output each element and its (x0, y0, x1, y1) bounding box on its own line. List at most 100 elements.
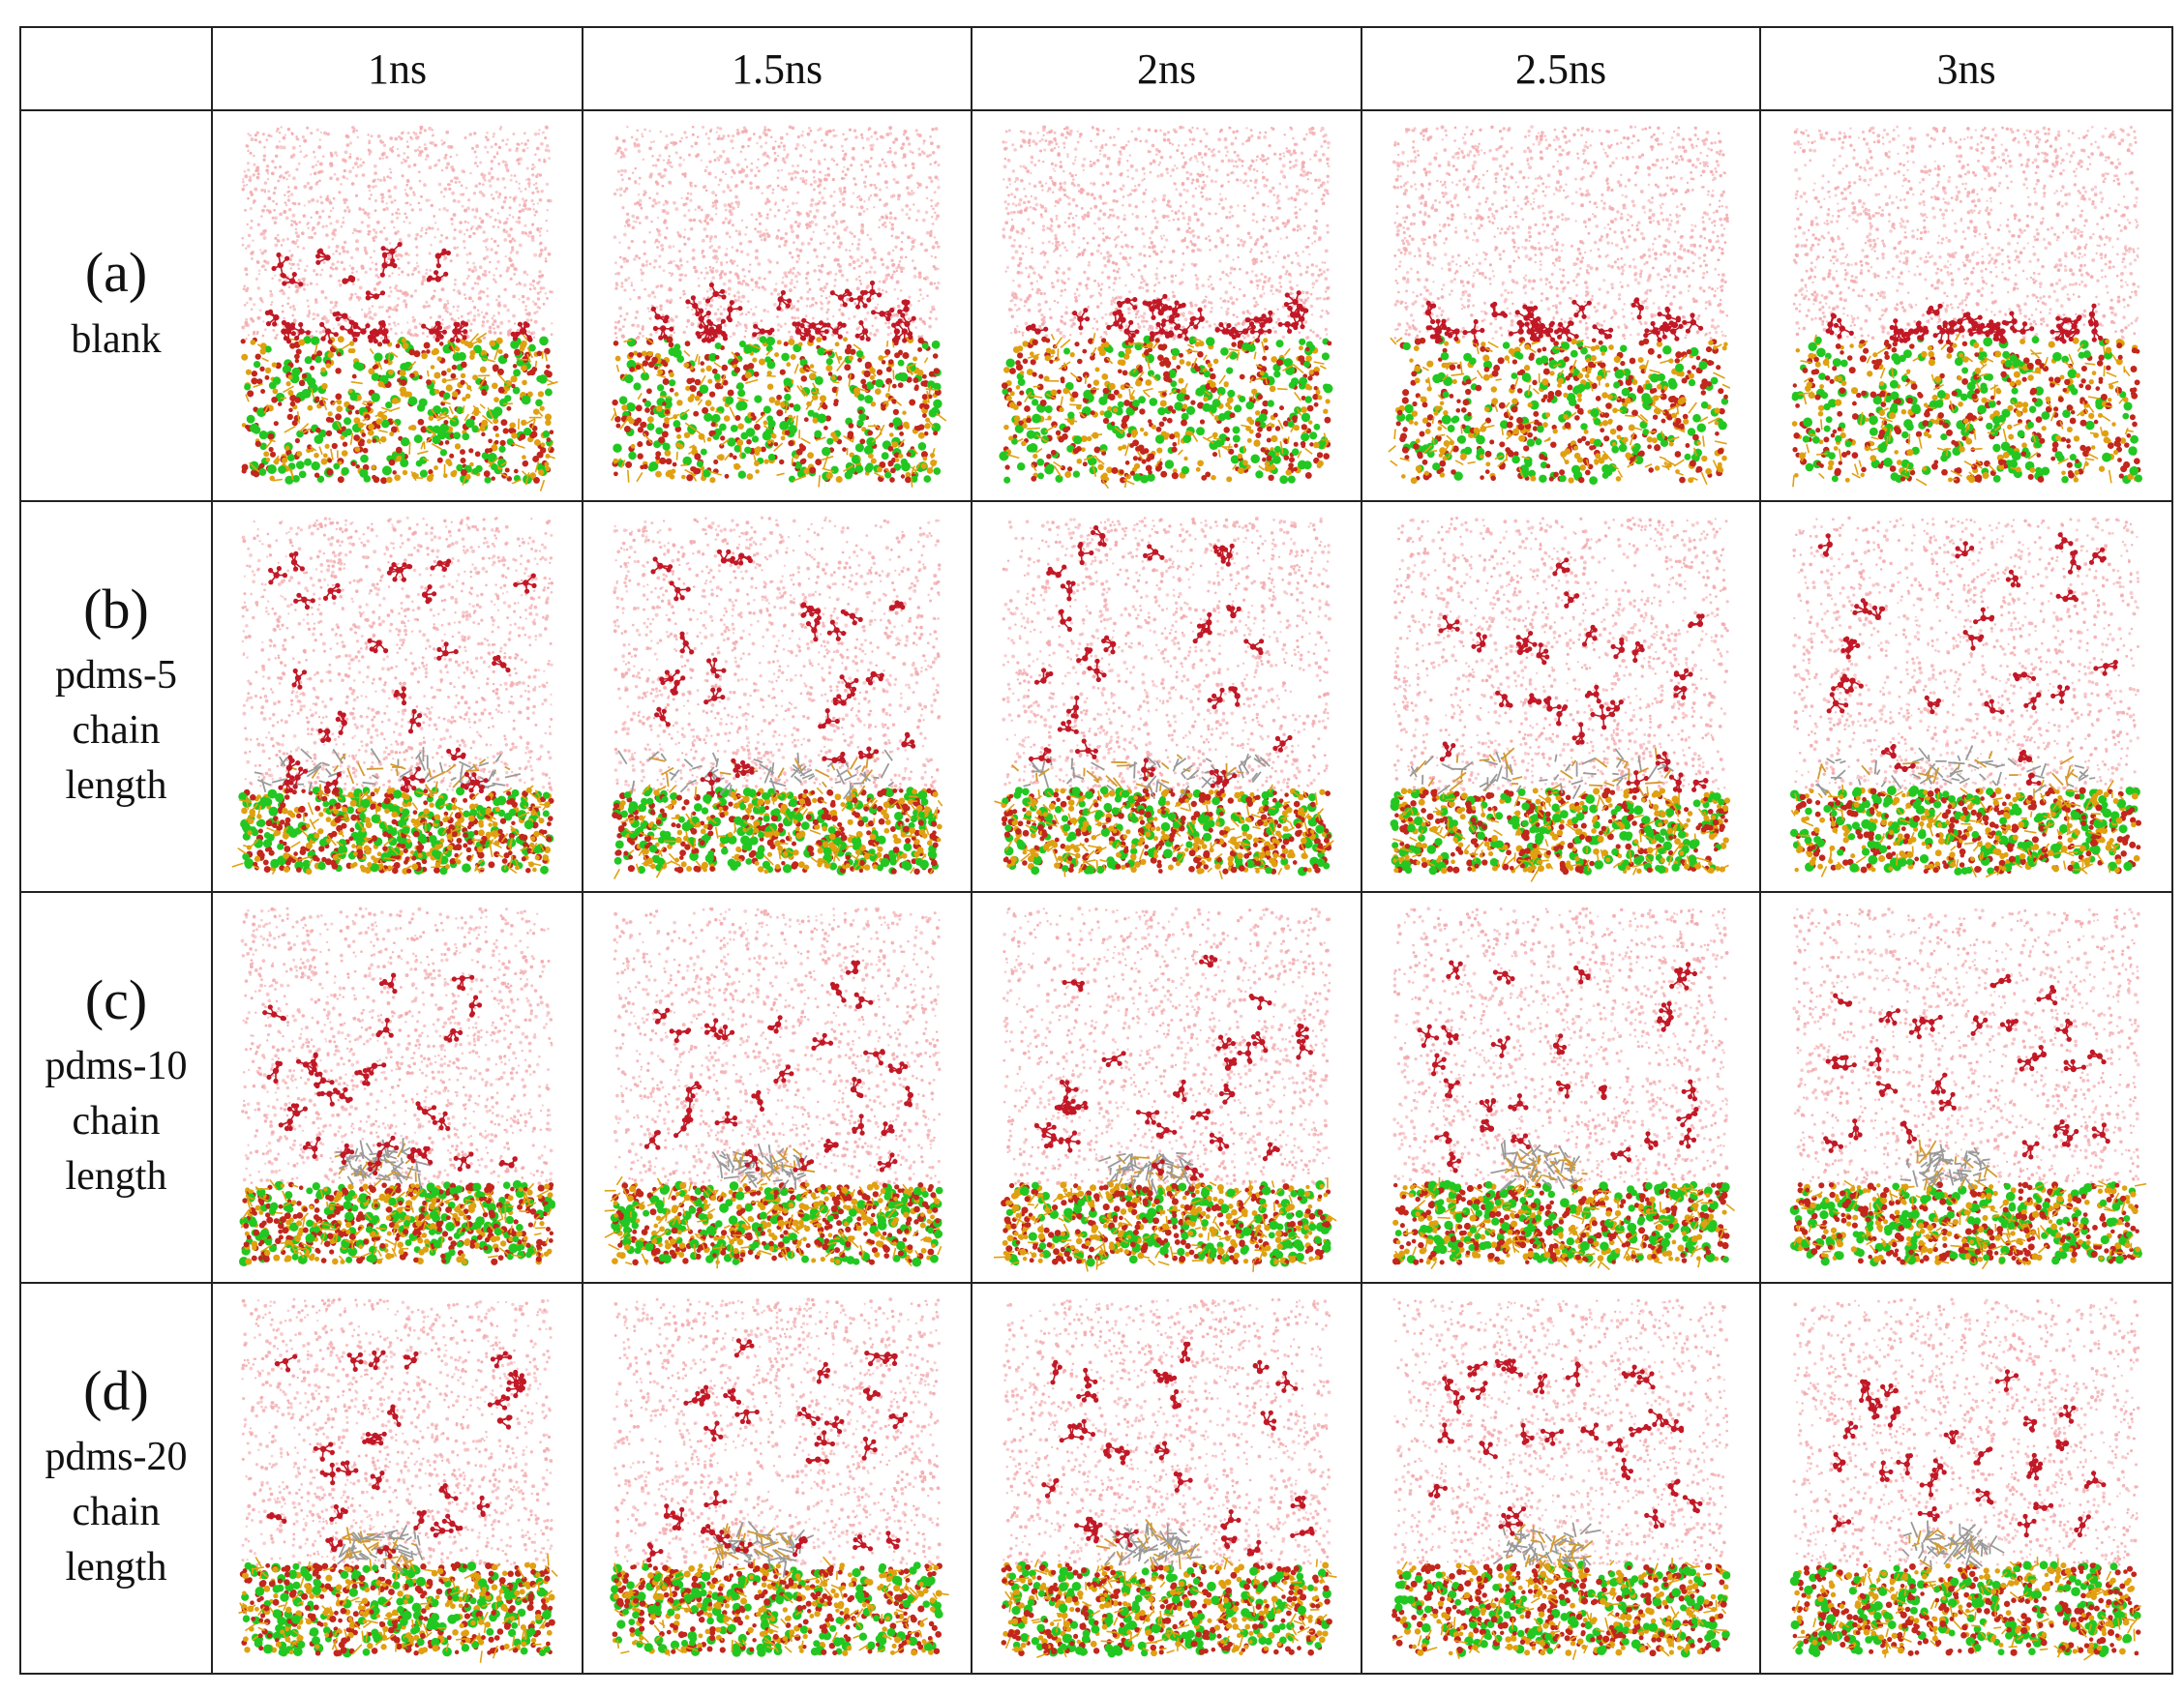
row-header: (a) blank (19, 109, 213, 502)
snapshot-table: 1ns 1.5ns 2ns 2.5ns 3ns (a) blank (b) pd… (19, 26, 2173, 1675)
polymer-layer (1900, 1139, 1998, 1191)
polymer-layer (1095, 1518, 1202, 1571)
substrate-layer (1789, 1179, 2147, 1270)
water-layer (1792, 907, 2140, 1186)
molecule-layer (1428, 1358, 1703, 1536)
molecule-layer (1417, 960, 1699, 1174)
molecule-layer (264, 242, 533, 344)
water-layer (1392, 1297, 1729, 1567)
water-layer (1792, 1297, 2140, 1566)
substrate-layer (611, 336, 947, 488)
polymer-layer (617, 749, 895, 800)
corner-cell (19, 26, 213, 111)
molecule-layer (1025, 290, 1309, 343)
md-snapshot (238, 906, 555, 1266)
substrate-layer (1391, 1176, 1736, 1271)
snapshot-cell (211, 109, 583, 502)
row-c: (c) pdms-10 chain length (19, 891, 2173, 1284)
polymer-layer (337, 1524, 424, 1574)
molecule-layer (646, 1338, 909, 1563)
water-layer (241, 516, 553, 792)
snapshot-cell (211, 891, 583, 1284)
md-snapshot (1789, 1297, 2141, 1661)
substrate-layer (610, 1556, 949, 1657)
polymer-layer (1492, 1522, 1601, 1573)
molecule-layer (1029, 524, 1293, 794)
snapshot-cell (1361, 891, 1761, 1284)
water-layer (1391, 125, 1729, 341)
snapshot-cell (211, 500, 583, 893)
snapshot-cell (582, 891, 972, 1284)
substrate-layer (238, 1178, 555, 1266)
row-label: pdms-10 chain length (21, 1039, 211, 1204)
molecule-layer (643, 960, 913, 1173)
column-header: 3ns (1759, 26, 2173, 111)
substrate-layer (993, 1177, 1337, 1272)
molecule-layer (1041, 1341, 1315, 1557)
water-layer (1792, 125, 2140, 341)
molecule-layer (266, 1350, 527, 1559)
substrate-layer (1391, 1553, 1731, 1661)
row-a: (a) blank (19, 109, 2173, 502)
substrate-layer (1789, 1556, 2141, 1661)
snapshot-cell (582, 500, 972, 893)
substrate-layer (1001, 1556, 1337, 1658)
polymer-layer (254, 746, 521, 799)
substrate-layer (240, 330, 558, 491)
water-layer (613, 1297, 942, 1567)
molecule-layer (1424, 297, 1704, 344)
substrate-layer (999, 332, 1333, 490)
molecule-layer (262, 972, 518, 1176)
md-snapshot (231, 516, 554, 876)
column-header: 2ns (971, 26, 1362, 111)
snapshot-cell (582, 1282, 972, 1675)
md-snapshot (238, 1297, 558, 1663)
water-layer (1002, 125, 1331, 342)
molecule-layer (650, 549, 916, 796)
molecule-layer (650, 280, 916, 343)
md-snapshot (604, 906, 943, 1269)
substrate-layer (612, 784, 943, 879)
row-header: (b) pdms-5 chain length (19, 500, 213, 893)
substrate-layer (1791, 330, 2142, 488)
md-snapshot (999, 125, 1333, 490)
md-snapshot (993, 906, 1337, 1272)
water-layer (240, 906, 553, 1186)
water-layer (241, 125, 553, 342)
md-snapshot (610, 1297, 949, 1657)
header-row: 1ns 1.5ns 2ns 2.5ns 3ns (19, 26, 2173, 111)
column-header: 1ns (211, 26, 583, 111)
water-layer (1002, 517, 1331, 792)
md-snapshot (240, 125, 558, 491)
md-snapshot (1391, 1297, 1731, 1661)
molecule-layer (1831, 1369, 2107, 1538)
molecule-layer (1438, 557, 1709, 793)
snapshot-cell (971, 109, 1362, 502)
water-layer (241, 1297, 553, 1567)
water-layer (1002, 906, 1331, 1187)
polymer-layer (1490, 1139, 1588, 1193)
snapshot-cell (1361, 500, 1761, 893)
md-snapshot (1789, 516, 2141, 878)
row-d: (d) pdms-20 chain length (19, 1282, 2173, 1675)
row-label: pdms-20 chain length (21, 1430, 211, 1594)
snapshot-cell (1759, 1282, 2173, 1675)
md-snapshot (1390, 517, 1731, 882)
molecule-layer (1825, 303, 2104, 344)
md-snapshot (994, 517, 1334, 879)
column-header: 1.5ns (582, 26, 972, 111)
substrate-layer (994, 784, 1334, 879)
column-header: 2.5ns (1361, 26, 1761, 111)
md-snapshot (1001, 1297, 1337, 1658)
water-layer (1392, 906, 1729, 1187)
polymer-layer (1901, 1520, 2005, 1570)
substrate-layer (231, 785, 554, 876)
row-letter: (c) (21, 970, 211, 1030)
snapshot-cell (582, 109, 972, 502)
row-b: (b) pdms-5 chain length (19, 500, 2173, 893)
row-label: pdms-5 chain length (21, 648, 211, 813)
water-layer (1792, 516, 2140, 792)
snapshot-cell (211, 1282, 583, 1675)
water-layer (613, 516, 942, 792)
snapshot-cell (1759, 891, 2173, 1284)
